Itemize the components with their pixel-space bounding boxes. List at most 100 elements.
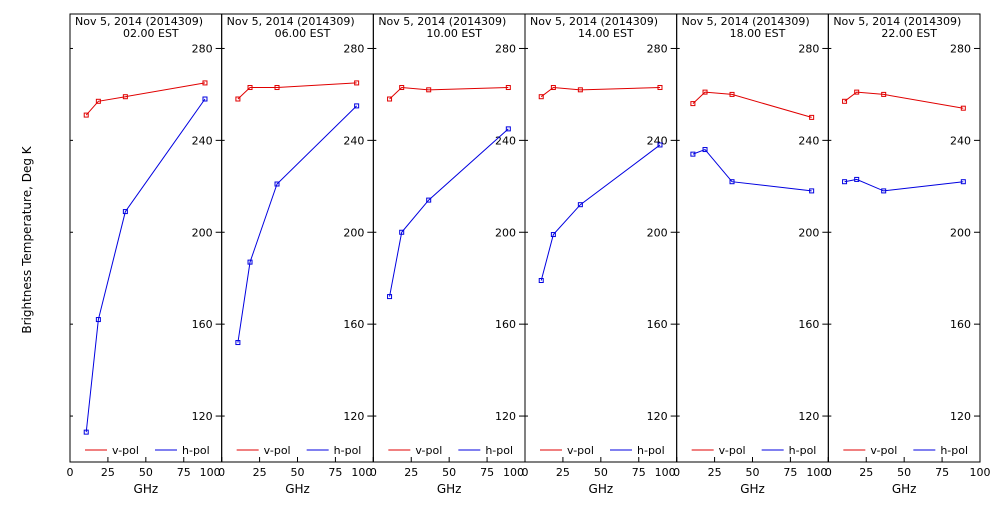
- x-tick-label: 0: [825, 466, 832, 479]
- data-point-h-pol: [354, 103, 360, 109]
- y-tick-label: 120: [798, 410, 819, 423]
- series-line-v-pol: [844, 91, 964, 109]
- y-tick-label: 280: [950, 42, 971, 55]
- x-tick-label: 100: [970, 466, 991, 479]
- y-tick-label: 160: [192, 318, 213, 331]
- figure-y-axis-label: Brightness Temperature, Deg K: [20, 145, 34, 333]
- legend-label-v-pol: v-pol: [719, 444, 746, 457]
- data-point-h-pol: [538, 278, 544, 284]
- data-point-v-pol: [354, 80, 360, 86]
- x-tick-label: 25: [556, 466, 570, 479]
- data-point-v-pol: [538, 94, 544, 100]
- data-point-h-pol: [881, 188, 887, 194]
- data-point-h-pol: [550, 232, 556, 238]
- data-point-h-pol: [247, 259, 253, 265]
- x-tick-label: 100: [806, 466, 827, 479]
- panel-title-line2: 06.00 EST: [275, 27, 331, 40]
- x-axis-label: GHz: [134, 482, 159, 496]
- y-tick-label: 240: [647, 134, 668, 147]
- x-tick-label: 75: [783, 466, 797, 479]
- data-point-h-pol: [505, 126, 511, 132]
- series-line-h-pol: [85, 98, 206, 433]
- data-point-v-pol: [426, 87, 432, 93]
- y-tick-label: 240: [495, 134, 516, 147]
- y-tick-label: 120: [343, 410, 364, 423]
- y-tick-label: 240: [950, 134, 971, 147]
- panel-title-line1: Nov 5, 2014 (2014309): [227, 15, 355, 28]
- series-line-v-pol: [237, 82, 357, 100]
- y-tick-label: 200: [495, 226, 516, 239]
- y-tick-label: 120: [647, 410, 668, 423]
- x-tick-label: 75: [328, 466, 342, 479]
- legend-label-h-pol: h-pol: [334, 444, 362, 457]
- legend-label-v-pol: v-pol: [567, 444, 594, 457]
- data-point-v-pol: [235, 96, 241, 102]
- series-line-h-pol: [237, 105, 358, 343]
- y-tick-label: 280: [647, 42, 668, 55]
- data-point-h-pol: [274, 181, 280, 187]
- panel-title-line1: Nov 5, 2014 (2014309): [682, 15, 810, 28]
- y-tick-label: 240: [798, 134, 819, 147]
- panel-title-line2: 18.00 EST: [730, 27, 786, 40]
- legend-label-h-pol: h-pol: [182, 444, 210, 457]
- x-tick-label: 25: [253, 466, 267, 479]
- x-tick-label: 50: [746, 466, 760, 479]
- x-tick-label: 25: [708, 466, 722, 479]
- data-point-v-pol: [274, 85, 280, 91]
- data-point-v-pol: [854, 89, 860, 95]
- series-line-h-pol: [540, 144, 661, 281]
- data-point-v-pol: [399, 85, 405, 91]
- panel-title-line1: Nov 5, 2014 (2014309): [75, 15, 203, 28]
- y-tick-label: 120: [950, 410, 971, 423]
- series-line-h-pol: [692, 148, 812, 192]
- series-line-h-pol: [389, 128, 509, 297]
- x-tick-label: 25: [404, 466, 418, 479]
- data-point-h-pol: [122, 209, 128, 215]
- panel-title-line2: 02.00 EST: [123, 27, 179, 40]
- x-tick-label: 0: [522, 466, 529, 479]
- panel-title-line1: Nov 5, 2014 (2014309): [833, 15, 961, 28]
- y-tick-label: 120: [495, 410, 516, 423]
- data-point-h-pol: [202, 96, 208, 102]
- x-tick-label: 100: [655, 466, 676, 479]
- data-point-h-pol: [235, 340, 241, 346]
- data-point-h-pol: [577, 202, 583, 208]
- y-tick-label: 200: [192, 226, 213, 239]
- series-line-v-pol: [389, 87, 509, 100]
- y-tick-label: 240: [343, 134, 364, 147]
- y-tick-label: 200: [950, 226, 971, 239]
- legend-label-h-pol: h-pol: [940, 444, 968, 457]
- y-tick-label: 160: [950, 318, 971, 331]
- series-line-h-pol: [844, 178, 964, 192]
- data-point-h-pol: [657, 142, 663, 148]
- panel-title-line2: 22.00 EST: [881, 27, 937, 40]
- data-point-h-pol: [426, 197, 432, 203]
- x-tick-label: 0: [67, 466, 74, 479]
- x-tick-label: 50: [291, 466, 305, 479]
- data-point-h-pol: [729, 179, 735, 185]
- data-point-v-pol: [960, 105, 966, 111]
- data-point-h-pol: [83, 429, 89, 435]
- series-line-v-pol: [692, 91, 812, 118]
- x-tick-label: 100: [351, 466, 372, 479]
- y-tick-label: 280: [343, 42, 364, 55]
- y-tick-label: 160: [798, 318, 819, 331]
- y-tick-label: 200: [647, 226, 668, 239]
- panel-title-line1: Nov 5, 2014 (2014309): [530, 15, 658, 28]
- y-tick-label: 280: [495, 42, 516, 55]
- x-tick-label: 100: [503, 466, 524, 479]
- x-axis-label: GHz: [285, 482, 310, 496]
- data-point-v-pol: [702, 89, 708, 95]
- y-tick-label: 160: [495, 318, 516, 331]
- legend-label-h-pol: h-pol: [637, 444, 665, 457]
- x-tick-label: 0: [673, 466, 680, 479]
- data-point-v-pol: [202, 80, 208, 86]
- x-tick-label: 50: [442, 466, 456, 479]
- data-point-h-pol: [854, 176, 860, 182]
- data-point-v-pol: [505, 85, 511, 91]
- data-point-v-pol: [881, 91, 887, 97]
- x-tick-label: 75: [480, 466, 494, 479]
- x-axis-label: GHz: [892, 482, 917, 496]
- data-point-v-pol: [657, 85, 663, 91]
